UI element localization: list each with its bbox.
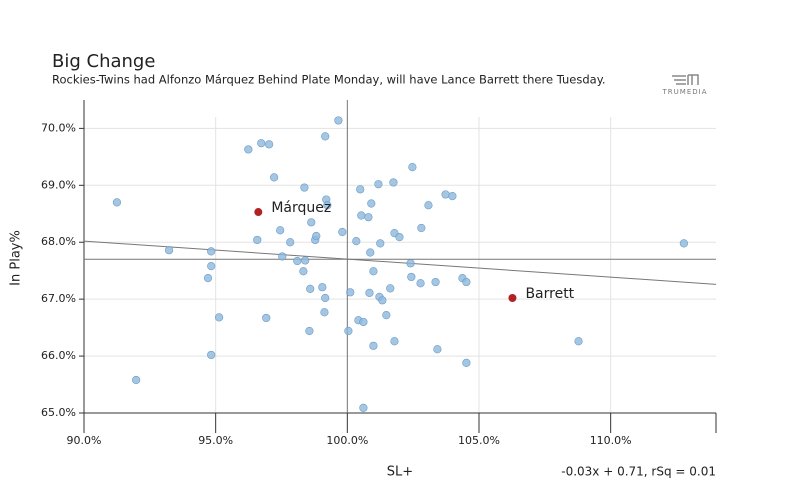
point bbox=[369, 267, 378, 276]
point bbox=[305, 326, 314, 336]
point bbox=[334, 116, 343, 125]
point bbox=[374, 180, 383, 189]
point bbox=[386, 284, 395, 293]
point bbox=[320, 308, 329, 317]
y-tick-label: 66.0% bbox=[41, 349, 76, 362]
point bbox=[364, 213, 373, 222]
point bbox=[307, 218, 316, 227]
point bbox=[382, 310, 391, 320]
point bbox=[300, 183, 309, 192]
logo-text: TRUMEDIA bbox=[662, 88, 708, 96]
point bbox=[286, 238, 295, 247]
point bbox=[352, 236, 361, 246]
point bbox=[462, 277, 471, 287]
point bbox=[301, 256, 310, 265]
point bbox=[338, 227, 347, 237]
point bbox=[679, 239, 688, 248]
x-axis-title: SL+ bbox=[387, 465, 413, 480]
point bbox=[321, 132, 330, 141]
y-axis-title: In Play% bbox=[9, 230, 24, 286]
point bbox=[431, 277, 440, 287]
point bbox=[253, 235, 262, 245]
point bbox=[416, 279, 425, 288]
point bbox=[389, 178, 398, 187]
point bbox=[441, 190, 450, 199]
point bbox=[207, 350, 216, 360]
point bbox=[312, 231, 321, 241]
point bbox=[318, 283, 327, 292]
chart-subtitle: Rockies-Twins had Alfonzo Márquez Behind… bbox=[52, 73, 606, 87]
point bbox=[270, 173, 279, 182]
chart-title: Big Change bbox=[52, 51, 155, 72]
point bbox=[278, 252, 287, 261]
x-tick-label: 110.0% bbox=[590, 434, 632, 447]
point bbox=[433, 345, 442, 354]
point bbox=[369, 341, 378, 350]
point bbox=[424, 201, 433, 210]
point bbox=[257, 139, 266, 148]
point bbox=[356, 185, 365, 194]
point bbox=[276, 226, 285, 235]
x-tick-label: 95.0% bbox=[198, 434, 233, 447]
point bbox=[344, 326, 353, 336]
point bbox=[164, 246, 174, 255]
point bbox=[306, 284, 315, 294]
point bbox=[299, 267, 308, 276]
logo: TRUMEDIA bbox=[662, 74, 708, 96]
point bbox=[323, 201, 332, 210]
y-tick-label: 67.0% bbox=[41, 292, 76, 305]
highlight-point bbox=[508, 294, 517, 303]
point bbox=[359, 317, 368, 327]
point bbox=[207, 247, 216, 256]
point bbox=[203, 273, 213, 283]
highlight-label: Márquez bbox=[271, 200, 331, 216]
x-tick-label: 100.0% bbox=[326, 434, 368, 447]
point bbox=[244, 145, 253, 154]
point bbox=[112, 198, 122, 207]
point bbox=[406, 259, 415, 268]
point bbox=[214, 313, 224, 322]
x-tick-label: 90.0% bbox=[67, 434, 102, 447]
point bbox=[395, 233, 404, 242]
y-tick-label: 69.0% bbox=[41, 178, 76, 191]
point bbox=[357, 211, 366, 220]
point bbox=[346, 288, 355, 297]
point bbox=[417, 223, 426, 233]
point bbox=[462, 358, 471, 368]
highlight-label: Barrett bbox=[525, 286, 574, 302]
point bbox=[390, 337, 399, 346]
point bbox=[407, 272, 416, 282]
highlight-point bbox=[254, 208, 263, 217]
y-tick-label: 65.0% bbox=[41, 406, 76, 419]
point bbox=[365, 288, 374, 297]
point bbox=[359, 403, 368, 412]
point bbox=[574, 337, 583, 346]
point bbox=[408, 162, 417, 172]
point bbox=[262, 313, 271, 323]
point bbox=[366, 248, 375, 257]
point bbox=[448, 192, 457, 201]
point bbox=[367, 199, 376, 208]
y-tick-label: 68.0% bbox=[41, 235, 76, 248]
point bbox=[132, 375, 141, 385]
point bbox=[376, 239, 385, 248]
point bbox=[265, 140, 274, 149]
trend-annotation: -0.03x + 0.71, rSq = 0.01 bbox=[561, 465, 716, 479]
point bbox=[207, 262, 216, 271]
point bbox=[321, 293, 330, 303]
point bbox=[378, 296, 387, 305]
logo-icon bbox=[672, 74, 699, 85]
y-tick-label: 70.0% bbox=[41, 121, 76, 134]
x-tick-label: 105.0% bbox=[458, 434, 500, 447]
trend-line bbox=[83, 240, 717, 285]
point bbox=[293, 256, 302, 266]
